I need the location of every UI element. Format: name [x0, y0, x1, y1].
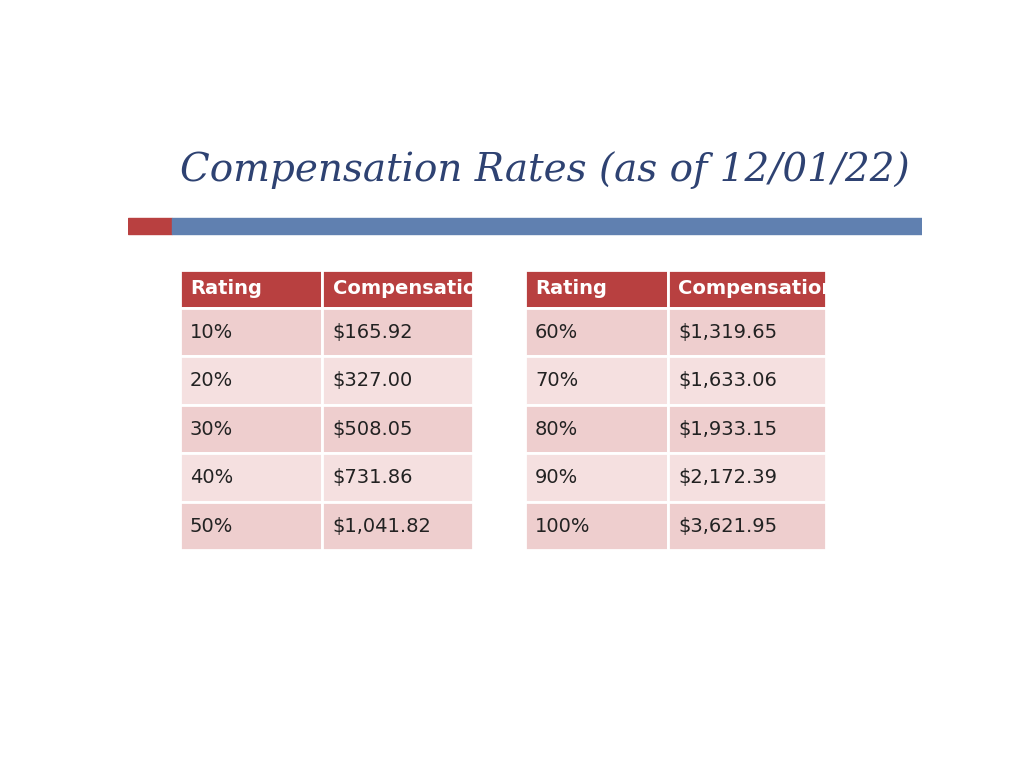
Text: 30%: 30%: [189, 420, 233, 439]
Text: 10%: 10%: [189, 323, 233, 342]
Bar: [323, 270, 473, 308]
Bar: [179, 405, 323, 453]
Bar: [524, 453, 668, 502]
Text: 100%: 100%: [536, 517, 591, 536]
Bar: [524, 405, 668, 453]
Text: 20%: 20%: [189, 371, 233, 390]
Text: 80%: 80%: [536, 420, 579, 439]
Text: Compensation Rates (as of 12/01/22): Compensation Rates (as of 12/01/22): [179, 151, 909, 189]
Bar: [179, 502, 323, 551]
Bar: [179, 308, 323, 356]
Bar: [668, 502, 826, 551]
Text: $165.92: $165.92: [333, 323, 414, 342]
Bar: [172, 217, 922, 234]
Text: $2,172.39: $2,172.39: [678, 468, 777, 487]
Bar: [179, 270, 323, 308]
Bar: [323, 502, 473, 551]
Text: $1,041.82: $1,041.82: [333, 517, 432, 536]
Bar: [524, 270, 668, 308]
Text: $731.86: $731.86: [333, 468, 414, 487]
Text: 50%: 50%: [189, 517, 233, 536]
Text: Compensation: Compensation: [333, 280, 490, 298]
Bar: [668, 270, 826, 308]
Bar: [323, 405, 473, 453]
Bar: [524, 502, 668, 551]
Bar: [524, 356, 668, 405]
Text: $508.05: $508.05: [333, 420, 414, 439]
Bar: [668, 356, 826, 405]
Text: Compensation: Compensation: [678, 280, 836, 298]
Bar: [668, 453, 826, 502]
Bar: [323, 453, 473, 502]
Text: $1,933.15: $1,933.15: [678, 420, 777, 439]
Text: $327.00: $327.00: [333, 371, 413, 390]
Bar: [179, 356, 323, 405]
Text: 40%: 40%: [189, 468, 233, 487]
Text: 60%: 60%: [536, 323, 579, 342]
Bar: [668, 308, 826, 356]
Text: Rating: Rating: [189, 280, 262, 298]
Bar: [323, 308, 473, 356]
Bar: [524, 308, 668, 356]
Text: 70%: 70%: [536, 371, 579, 390]
Text: 90%: 90%: [536, 468, 579, 487]
Bar: [128, 217, 172, 234]
Bar: [179, 453, 323, 502]
Bar: [323, 356, 473, 405]
Text: Rating: Rating: [536, 280, 607, 298]
Bar: [668, 405, 826, 453]
Text: $1,633.06: $1,633.06: [678, 371, 777, 390]
Text: $3,621.95: $3,621.95: [678, 517, 777, 536]
Text: $1,319.65: $1,319.65: [678, 323, 777, 342]
